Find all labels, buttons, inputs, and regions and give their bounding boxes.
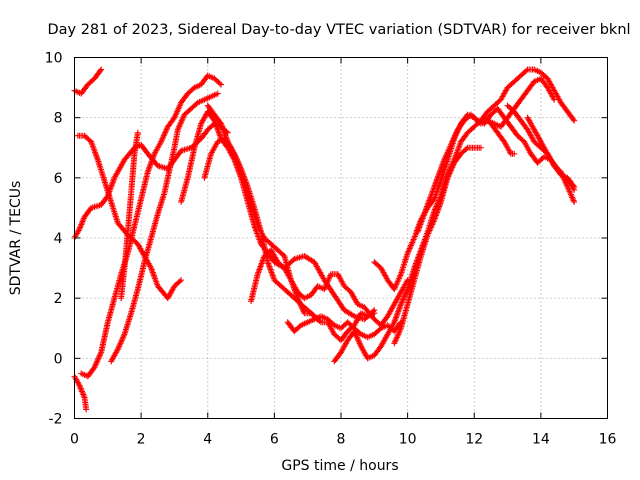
y-tick-label: 6 bbox=[54, 171, 63, 187]
series-track-06 bbox=[108, 90, 221, 365]
plus-markers bbox=[248, 247, 411, 329]
series-track-11 bbox=[248, 247, 411, 329]
x-tick-label: 2 bbox=[137, 432, 146, 448]
plus-markers bbox=[391, 144, 484, 347]
x-tick-label: 6 bbox=[270, 432, 279, 448]
plus-markers bbox=[204, 102, 378, 344]
series-track-15 bbox=[391, 144, 484, 347]
plus-markers bbox=[118, 129, 141, 302]
y-tick-label: 2 bbox=[54, 291, 63, 307]
y-tick-label: 10 bbox=[45, 51, 63, 67]
x-tick-label: 8 bbox=[337, 432, 346, 448]
plus-markers bbox=[108, 90, 221, 365]
y-tick-label: 0 bbox=[54, 351, 63, 367]
series-track-03 bbox=[71, 120, 231, 241]
plus-markers bbox=[71, 66, 105, 97]
plus-markers bbox=[524, 114, 578, 190]
x-tick-label: 12 bbox=[465, 432, 483, 448]
series-track-10 bbox=[204, 102, 378, 344]
series-track-19 bbox=[524, 114, 578, 190]
series-track-07 bbox=[118, 129, 141, 302]
plus-markers bbox=[71, 120, 231, 241]
x-tick-label: 10 bbox=[399, 432, 417, 448]
y-tick-label: 8 bbox=[54, 111, 63, 127]
x-tick-label: 16 bbox=[599, 432, 617, 448]
x-tick-label: 0 bbox=[70, 432, 79, 448]
series-track-05 bbox=[78, 72, 225, 380]
series-track-01 bbox=[71, 66, 105, 97]
data-points bbox=[71, 66, 578, 413]
x-axis-label: GPS time / hours bbox=[281, 458, 398, 474]
plus-markers bbox=[481, 114, 518, 157]
plus-markers bbox=[78, 72, 225, 380]
plus-markers bbox=[331, 66, 578, 365]
x-tick-label: 4 bbox=[203, 432, 212, 448]
grid bbox=[74, 57, 608, 419]
chart-title: Day 281 of 2023, Sidereal Day-to-day VTE… bbox=[47, 22, 630, 38]
axis-ticks: 0 2 4 6 8 10 12 14 16 -2 0 2 4 6 8 10 bbox=[45, 51, 617, 448]
series-track-14 bbox=[371, 75, 558, 293]
y-tick-label: 4 bbox=[54, 231, 63, 247]
y-axis-label: SDTVAR / TECUs bbox=[8, 181, 24, 296]
series-track-17 bbox=[481, 114, 518, 157]
y-tick-label: -2 bbox=[49, 412, 63, 428]
plus-markers bbox=[371, 75, 558, 293]
series-track-13 bbox=[331, 66, 578, 365]
x-tick-label: 14 bbox=[532, 432, 550, 448]
